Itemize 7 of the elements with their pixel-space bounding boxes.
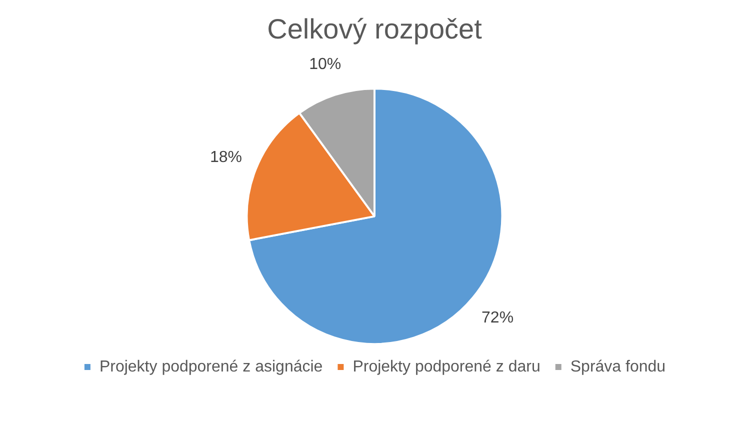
data-label: 10% <box>309 56 342 73</box>
legend-label: Projekty podporené z asignácie <box>99 358 323 376</box>
legend-label: Správa fondu <box>570 358 666 376</box>
data-label: 72% <box>482 310 514 327</box>
legend-label: Projekty podporené z daru <box>352 358 540 376</box>
data-label: 18% <box>210 148 242 166</box>
chart-title: Celkový rozpočet <box>267 14 482 45</box>
